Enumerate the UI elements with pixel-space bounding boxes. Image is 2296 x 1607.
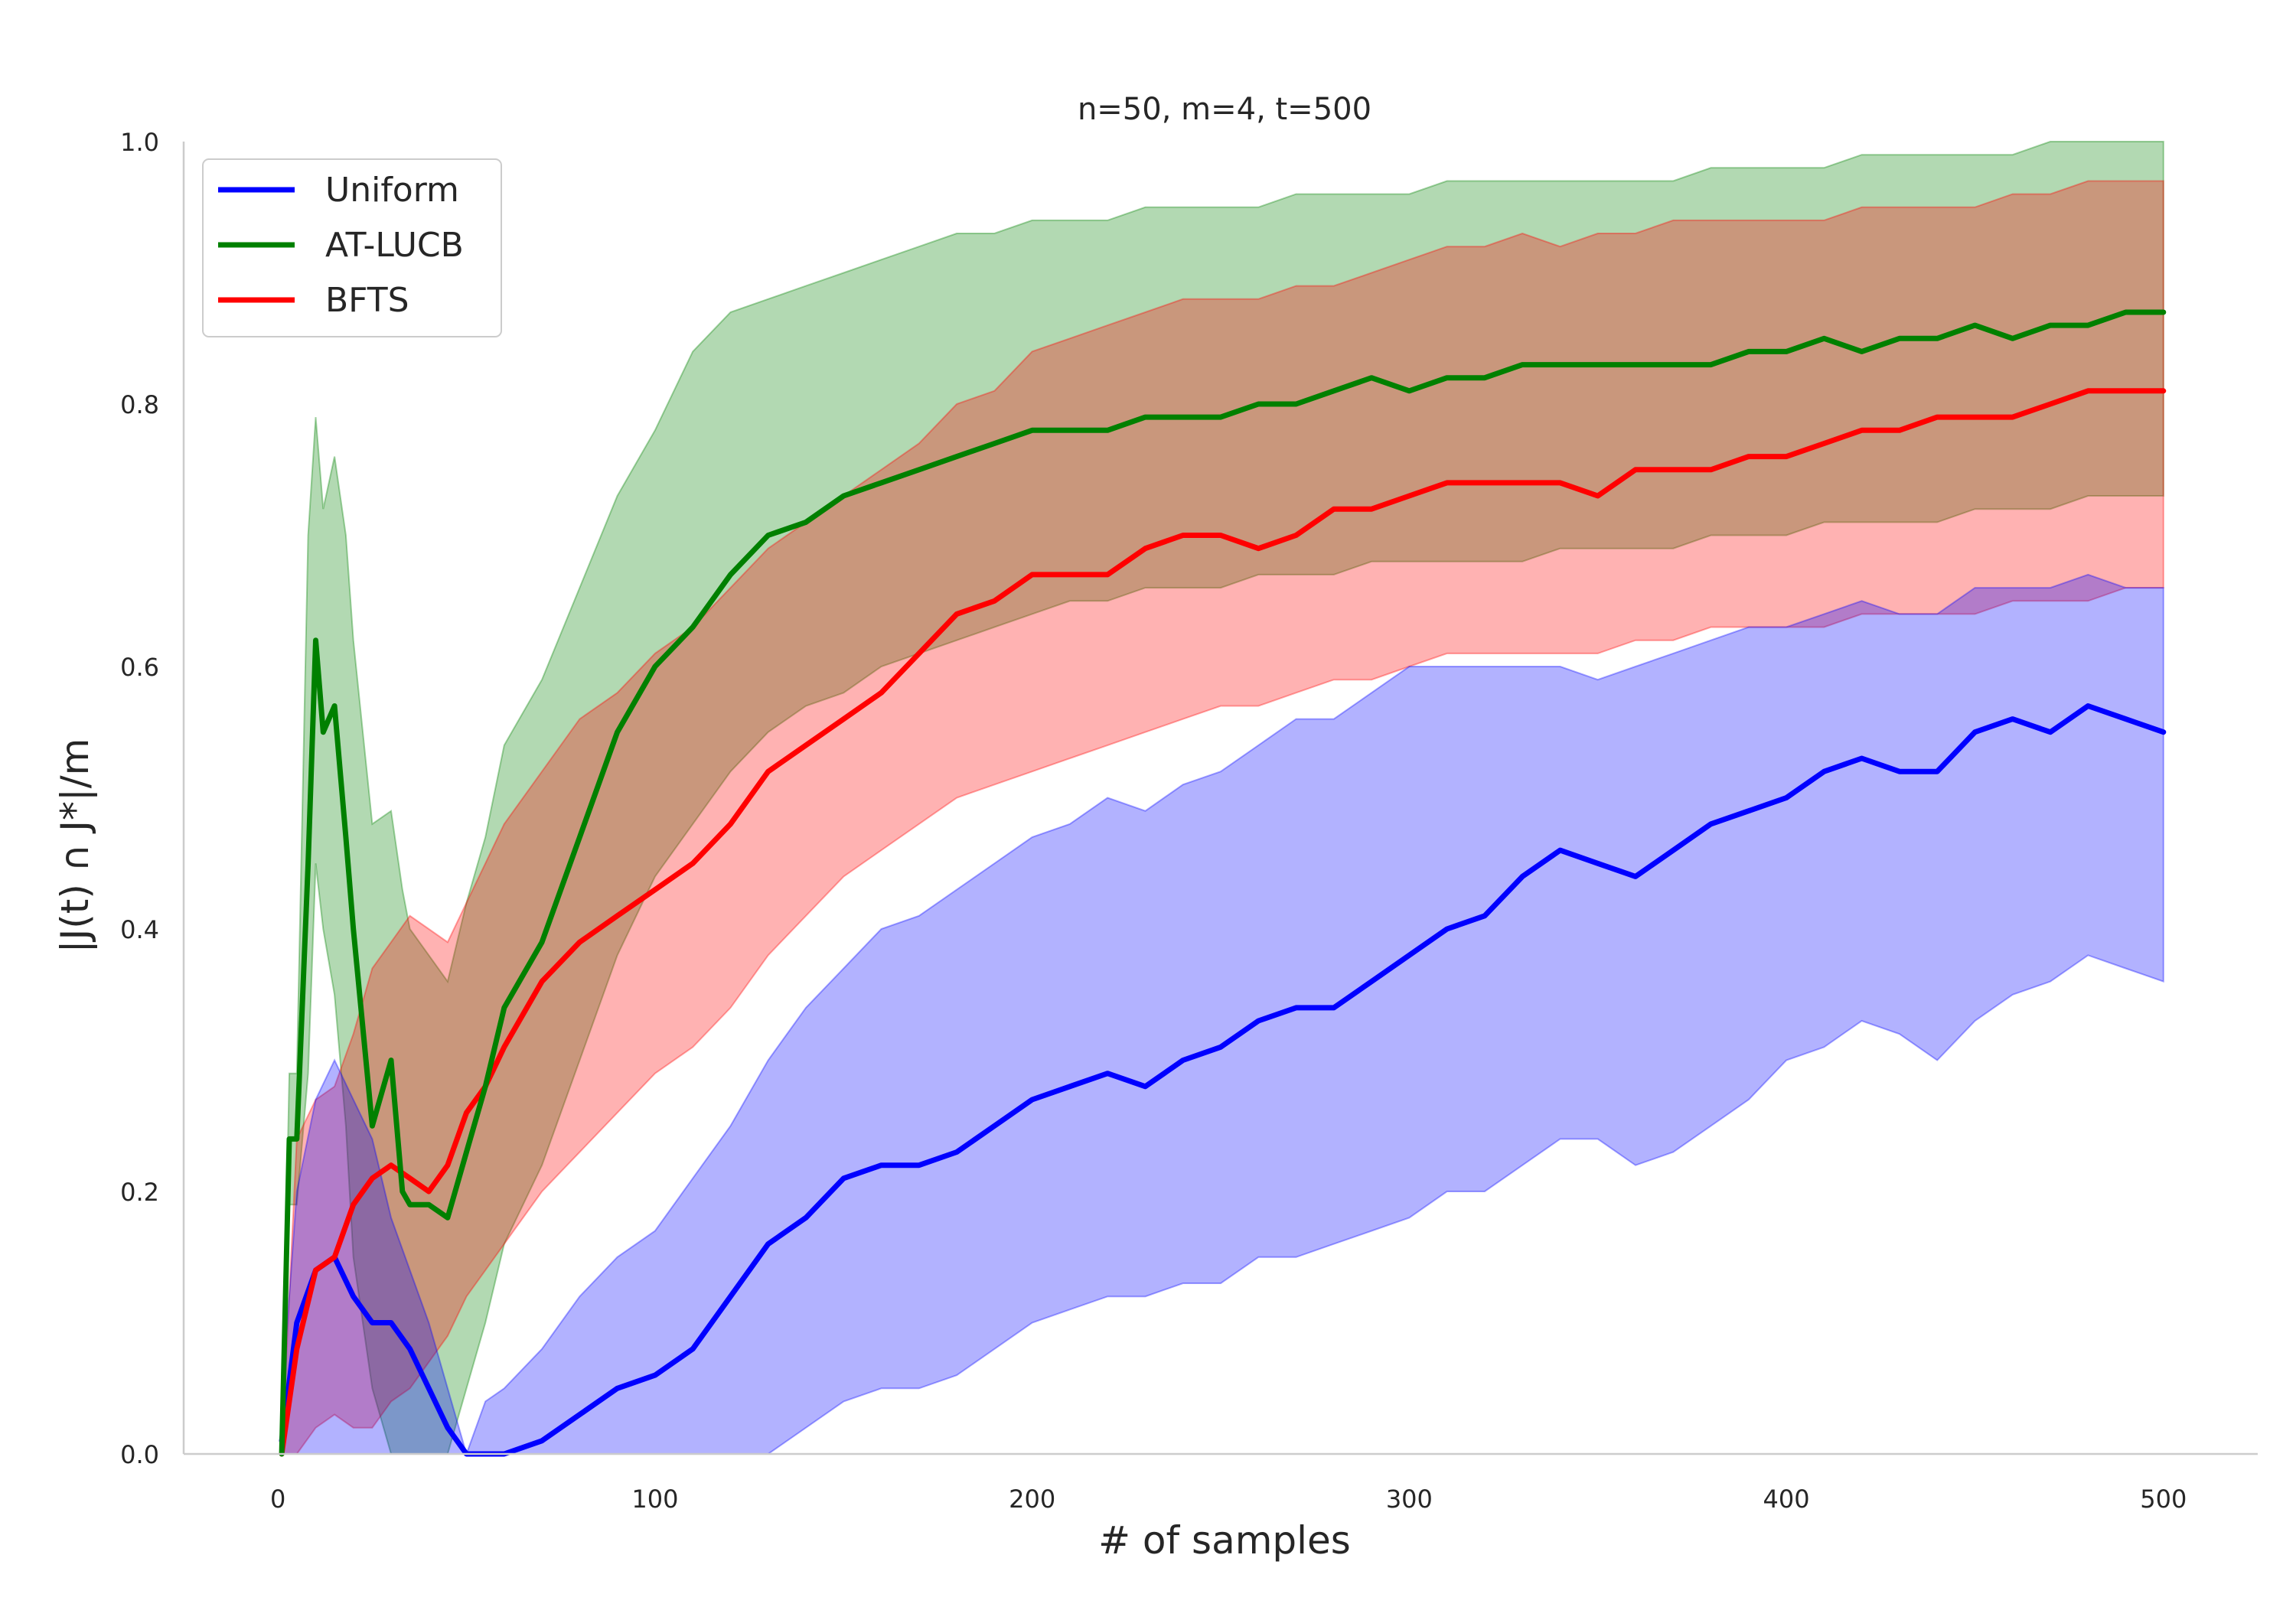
x-tick-labels: 0 100 200 300 400 500	[270, 1485, 2187, 1514]
legend: Uniform AT-LUCB BFTS	[202, 158, 502, 337]
x-tick-label: 100	[631, 1485, 678, 1514]
x-tick-label: 400	[1763, 1485, 1810, 1514]
line-bfts	[279, 388, 2167, 1457]
x-tick-label: 0	[270, 1485, 285, 1514]
series-lines	[279, 309, 2167, 1457]
legend-label: BFTS	[325, 281, 409, 320]
x-axis-label: # of samples	[1098, 1518, 1351, 1563]
y-tick-labels: 0.0 0.2 0.4 0.6 0.8 1.0	[120, 128, 159, 1469]
y-tick-label: 0.6	[120, 653, 159, 682]
band-bfts	[281, 180, 2164, 1455]
y-tick-label: 1.0	[120, 128, 159, 157]
y-tick-label: 0.8	[120, 390, 159, 419]
x-tick-label: 300	[1386, 1485, 1433, 1514]
y-axis-label: |J(t) ∩ J*|/m	[53, 738, 97, 953]
y-tick-label: 0.2	[120, 1178, 159, 1207]
legend-label: Uniform	[325, 171, 459, 210]
x-tick-label: 200	[1009, 1485, 1055, 1514]
x-tick-label: 500	[2140, 1485, 2187, 1514]
line-uniform	[279, 703, 2167, 1457]
chart-title: n=50, m=4, t=500	[1078, 92, 1371, 127]
y-tick-label: 0.4	[120, 915, 159, 944]
y-tick-label: 0.0	[120, 1440, 159, 1469]
line-at-lucb	[279, 309, 2167, 1457]
legend-box	[202, 158, 502, 337]
legend-label: AT-LUCB	[325, 226, 464, 265]
